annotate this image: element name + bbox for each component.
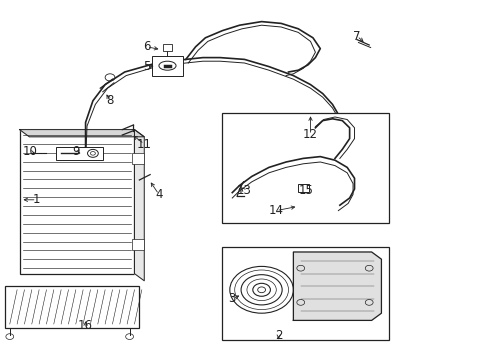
Text: 1: 1 [33,193,41,206]
Polygon shape [134,130,144,281]
Bar [56,147,102,160]
Text: 16: 16 [78,319,93,332]
Text: 8: 8 [106,94,114,107]
Text: 10: 10 [23,145,38,158]
Bar [162,44,172,51]
Bar [222,113,388,223]
Bar [151,56,183,76]
Bar [20,130,134,274]
Bar [132,153,144,164]
Text: 7: 7 [352,30,360,42]
Bar [222,247,388,340]
Text: 14: 14 [268,204,283,217]
Text: 15: 15 [298,184,312,197]
Polygon shape [293,252,381,320]
Text: 5: 5 [142,60,150,73]
Bar [132,239,144,250]
Text: 12: 12 [303,129,317,141]
Bar [5,286,139,328]
Text: 3: 3 [228,292,236,305]
Text: 9: 9 [72,145,80,158]
Text: 6: 6 [142,40,150,53]
Text: 13: 13 [237,184,251,197]
Text: 4: 4 [155,188,163,201]
Polygon shape [20,130,144,137]
Bar [298,184,308,192]
Text: 11: 11 [137,138,151,150]
Text: 2: 2 [274,329,282,342]
Circle shape [30,152,34,155]
